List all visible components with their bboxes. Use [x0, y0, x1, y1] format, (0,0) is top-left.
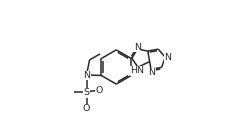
Text: S: S — [84, 88, 90, 97]
Text: N: N — [165, 53, 171, 62]
Text: O: O — [83, 104, 90, 113]
Text: N: N — [83, 71, 90, 80]
Text: HN: HN — [130, 66, 144, 75]
Text: O: O — [95, 86, 103, 95]
Text: N: N — [134, 43, 141, 52]
Text: N: N — [148, 68, 155, 77]
